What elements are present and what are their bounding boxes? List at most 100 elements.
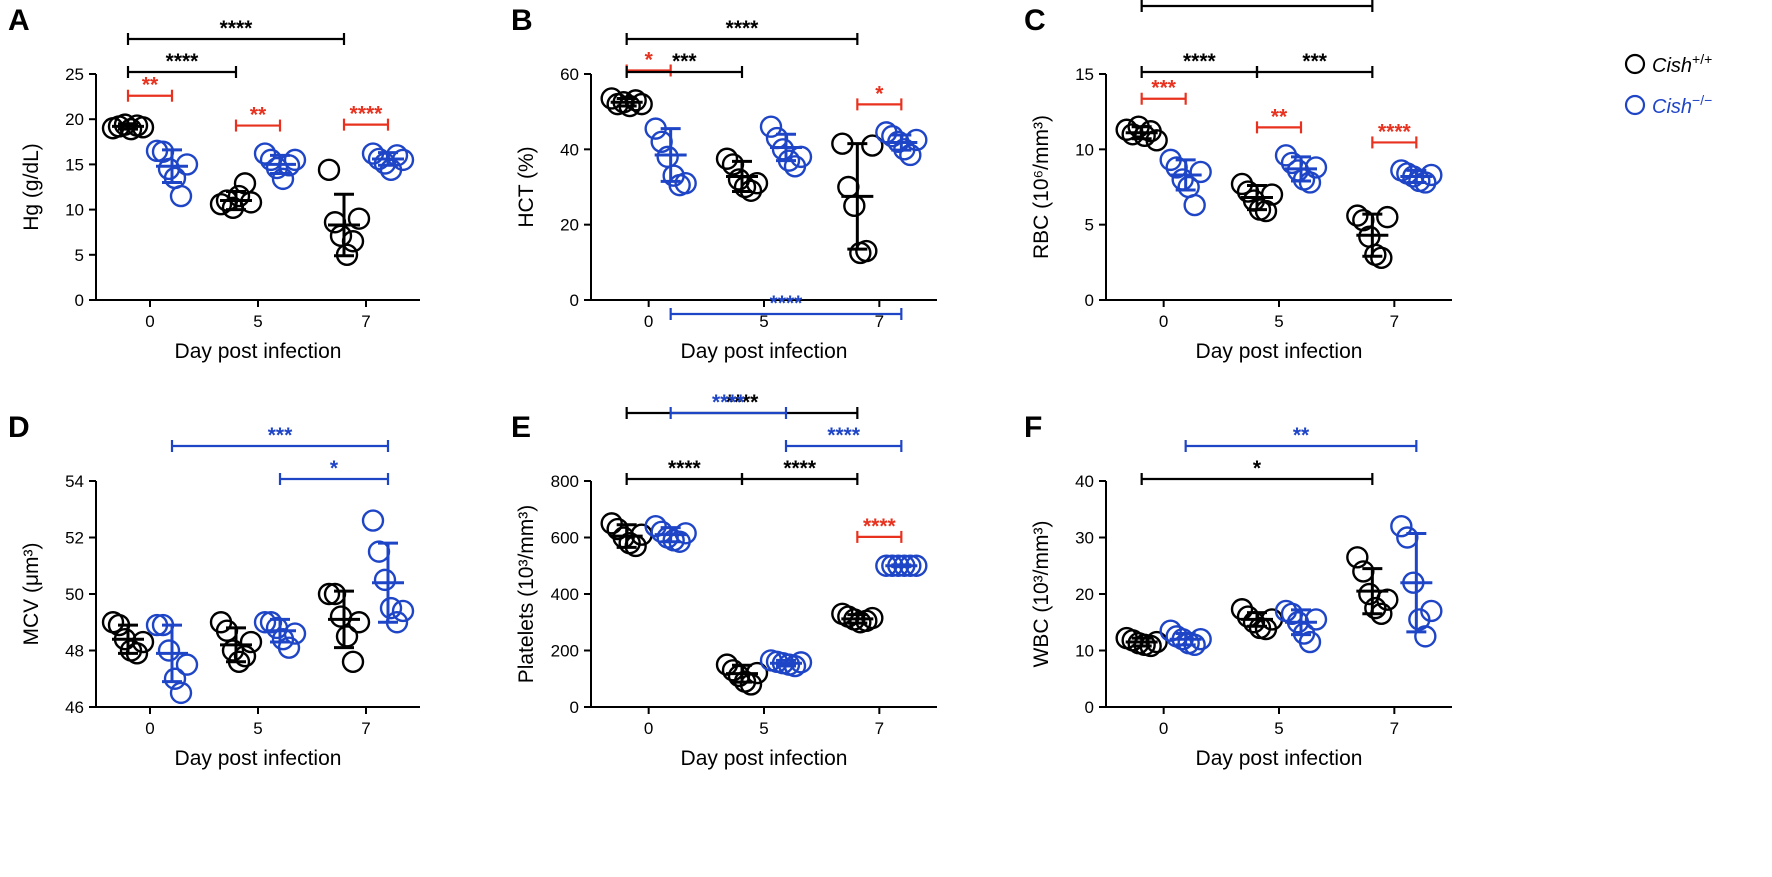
data-point: [373, 568, 397, 592]
y-tick-label: 30: [1075, 529, 1094, 548]
x-tick-label: 5: [759, 719, 768, 738]
sig-label: **: [250, 104, 267, 127]
sig-bracket: **: [1184, 424, 1418, 452]
sig-label: ****: [863, 515, 897, 538]
data-point: [1183, 193, 1206, 217]
y-tick-label: 48: [65, 642, 84, 661]
data-point: [283, 622, 307, 645]
sig-bracket: ****: [625, 457, 744, 485]
panel-label: C: [1024, 4, 1046, 37]
data-point: [361, 509, 385, 532]
sig-label: ***: [268, 424, 293, 447]
data-point: [227, 184, 251, 208]
data-point: [1420, 599, 1443, 623]
data-point: [1346, 546, 1369, 569]
sig-label: **: [1271, 105, 1288, 128]
x-tick-label: 7: [875, 719, 884, 738]
y-tick-label: 46: [65, 698, 84, 717]
sig-bracket: ***: [1255, 50, 1374, 78]
sig-label: ****: [1241, 0, 1275, 7]
y-tick-label: 20: [560, 216, 579, 235]
data-point: [131, 630, 155, 654]
data-point: [837, 175, 860, 199]
x-axis-title: Day post infection: [175, 747, 342, 770]
series-ko: [644, 515, 928, 678]
sig-bracket: ****: [669, 292, 903, 320]
data-point: [1298, 630, 1322, 654]
data-point: [1230, 172, 1254, 196]
y-tick-label: 15: [1075, 65, 1094, 84]
sig-label: ***: [1302, 50, 1327, 73]
data-point: [209, 192, 233, 216]
panel-label: B: [511, 4, 533, 37]
data-point: [163, 667, 187, 690]
sig-label: ****: [1378, 120, 1412, 143]
sig-label: ****: [827, 424, 861, 447]
panel-c: C 0 5 10 15 0 5 7 Day post infection RBC (10⁶/mm³…: [1024, 0, 1452, 363]
data-point: [1370, 246, 1393, 270]
sig-bracket: *: [278, 457, 390, 485]
sig-bracket: ****: [1140, 50, 1259, 78]
sig-label: **: [1293, 424, 1310, 447]
data-point: [317, 582, 341, 606]
sig-label: *: [330, 457, 339, 480]
x-tick-label: 0: [644, 719, 653, 738]
data-point: [347, 207, 371, 230]
data-point: [1304, 156, 1328, 179]
data-point: [175, 653, 199, 676]
data-point: [239, 630, 263, 654]
data-point: [905, 128, 928, 152]
data-point: [265, 156, 289, 180]
x-tick-label: 5: [1274, 312, 1283, 331]
sig-label: ****: [712, 391, 746, 414]
y-tick-label: 0: [75, 291, 84, 310]
sig-label: ****: [668, 457, 702, 480]
sig-bracket: ****: [856, 515, 903, 543]
x-tick-label: 5: [759, 312, 768, 331]
sig-label: *: [1253, 457, 1262, 480]
x-tick-label: 0: [1159, 719, 1168, 738]
series-wt: [600, 512, 884, 696]
y-axis-title: Hg (g/dL): [20, 143, 43, 231]
x-axis-title: Day post infection: [681, 340, 848, 363]
y-tick-label: 0: [1085, 698, 1094, 717]
data-point: [765, 126, 789, 150]
x-tick-label: 7: [361, 312, 370, 331]
data-point: [1242, 611, 1266, 634]
sig-label: *: [875, 82, 884, 105]
data-point: [861, 134, 884, 157]
y-tick-label: 60: [560, 65, 579, 84]
data-point: [1414, 625, 1437, 648]
data-point: [157, 639, 181, 662]
y-tick-label: 15: [65, 155, 84, 174]
data-point: [1420, 163, 1443, 187]
data-point: [1145, 129, 1168, 152]
y-axis-title: MCV (μm³): [20, 542, 43, 645]
data-point: [899, 143, 922, 167]
data-point: [1274, 144, 1298, 167]
sig-label: **: [142, 74, 159, 97]
sig-label: ***: [672, 50, 697, 73]
legend-ko-text: Cish−/−: [1652, 92, 1712, 118]
y-tick-label: 5: [75, 246, 84, 265]
y-tick-label: 0: [1085, 291, 1094, 310]
sig-bracket: **: [234, 104, 282, 132]
x-tick-label: 7: [875, 312, 884, 331]
data-point: [843, 194, 866, 218]
data-point: [674, 172, 697, 195]
legend-wt-text: Cish+/+: [1652, 51, 1712, 77]
panel-f: F 0 10 20 30 40 0 5 7 Day post infection WBC (10³/…: [1024, 411, 1452, 770]
sig-label: ****: [726, 391, 760, 414]
y-axis-title: RBC (10⁶/mm³): [1030, 115, 1053, 259]
x-axis-title: Day post infection: [175, 340, 342, 363]
y-tick-label: 10: [65, 201, 84, 220]
panel-label: D: [8, 411, 30, 444]
y-tick-label: 54: [65, 472, 84, 491]
sig-bracket: ****: [784, 424, 903, 452]
y-tick-label: 40: [560, 140, 579, 159]
sig-bracket: **: [1255, 105, 1303, 134]
y-tick-label: 0: [570, 291, 579, 310]
x-axis-title: Day post infection: [1196, 747, 1363, 770]
data-point: [239, 191, 263, 214]
data-point: [1364, 596, 1387, 620]
